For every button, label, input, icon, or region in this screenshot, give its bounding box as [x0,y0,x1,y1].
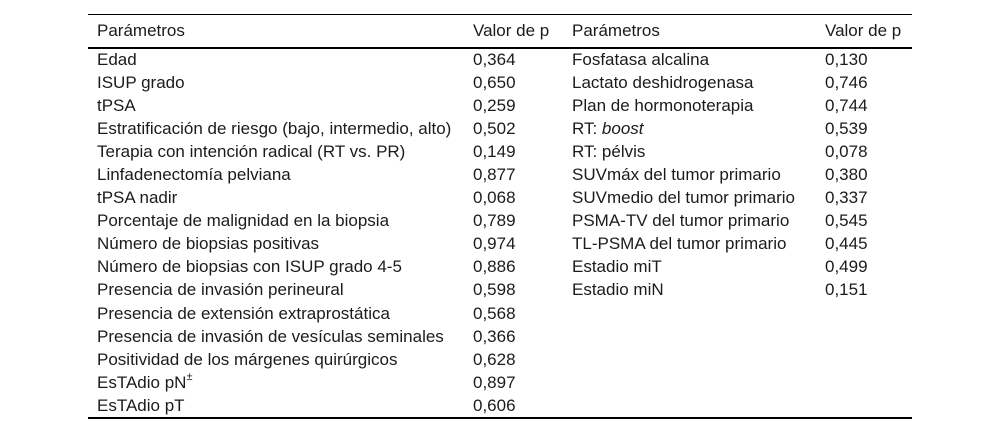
p-value: 0,502 [473,119,516,139]
p-value: 0,130 [825,50,868,70]
table-row: tPSA nadir 0,068 [88,187,555,210]
parameter-label: Linfadenectomía pelviana [97,165,291,185]
table-column-right: Fosfatasa alcalina 0,130 Lactato deshidrog… [555,49,912,303]
parameter-label: PSMA-TV del tumor primario [572,211,790,231]
table-row: RT: pélvis 0,078 [555,141,912,164]
column-header-pvalue-right: Valor de p [825,20,902,40]
parameter-label: TL-PSMA del tumor primario [572,234,787,254]
column-header-pvalue-left: Valor de p [473,20,550,40]
parameter-label: EsTAdio pT [97,395,185,415]
p-value: 0,078 [825,142,868,162]
parameter-label: Presencia de invasión perineural [97,280,344,300]
table-row: SUVmedio del tumor primario 0,337 [555,187,912,210]
parameter-label: Número de biopsias con ISUP grado 4-5 [97,257,402,277]
table-row: Presencia de invasión perineural 0,598 [88,279,555,302]
parameter-label: Fosfatasa alcalina [572,50,710,70]
table-row: SUVmáx del tumor primario 0,380 [555,164,912,187]
p-value: 0,746 [825,73,868,93]
parameter-label: Estadio miT [572,257,662,277]
p-value: 0,650 [473,73,516,93]
table-row: Estadio miT 0,499 [555,256,912,279]
table-row: Estratificación de riesgo (bajo, interme… [88,118,555,141]
parameter-label: SUVmáx del tumor primario [572,165,781,185]
table-row: ISUP grado 0,650 [88,72,555,95]
table-row: Presencia de extensión extraprostática 0,… [88,302,555,325]
parameter-label: Plan de hormonoterapia [572,96,754,116]
parameter-label: Estadio miN [572,280,664,300]
p-value: 0,974 [473,234,516,254]
table-row: Positividad de los márgenes quirúrgicos 0… [88,348,555,371]
table-row: Número de biopsias positivas 0,974 [88,233,555,256]
table-row: Lactato deshidrogenasa 0,746 [555,72,912,95]
p-value: 0,877 [473,165,516,185]
table-row: Número de biopsias con ISUP grado 4-5 0,8… [88,256,555,279]
table-row: Fosfatasa alcalina 0,130 [555,49,912,72]
parameter-label: Lactato deshidrogenasa [572,73,754,93]
table-row: Terapia con intención radical (RT vs. PR… [88,141,555,164]
parameter-label: Edad [97,50,137,70]
parameter-label: ISUP grado [97,73,185,93]
parameter-label: RT: pélvis [572,142,646,162]
parameter-label: Terapia con intención radical (RT vs. PR… [97,142,406,162]
p-value: 0,598 [473,280,516,300]
header-row: Parámetros Valor de p Parámetros Valor d… [88,15,912,49]
parameter-label: tPSA nadir [97,188,178,208]
parameter-label: tPSA [97,96,136,116]
p-value: 0,545 [825,211,868,231]
table-row: tPSA 0,259 [88,95,555,118]
parameter-label: RT: boost [572,119,644,139]
p-value: 0,886 [473,257,516,277]
p-value: 0,259 [473,96,516,116]
table-row: Presencia de invasión de vesículas semin… [88,325,555,348]
p-value: 0,151 [825,280,868,300]
p-value: 0,149 [473,142,516,162]
p-value: 0,744 [825,96,868,116]
table-row: PSMA-TV del tumor primario 0,545 [555,210,912,233]
parameter-label: Presencia de extensión extraprostática [97,303,390,323]
column-header-parameters-right: Parámetros [572,20,660,40]
table-row: EsTAdio pT 0,606 [88,394,555,417]
column-header-parameters-left: Parámetros [97,20,185,40]
table-row: Estadio miN 0,151 [555,279,912,302]
parameter-label: Positividad de los márgenes quirúrgicos [97,349,398,369]
table-row: Edad 0,364 [88,49,555,72]
p-value: 0,539 [825,119,868,139]
table-row: Plan de hormonoterapia 0,744 [555,95,912,118]
parameter-label: Número de biopsias positivas [97,234,320,254]
p-value: 0,380 [825,165,868,185]
p-value: 0,366 [473,326,516,346]
table-row: Porcentaje de malignidad en la biopsia 0,… [88,210,555,233]
p-value: 0,789 [473,211,516,231]
table-column-left: Edad 0,364 ISUP grado 0,650 tPSA 0,259 Estrati… [88,49,555,418]
p-value: 0,068 [473,188,516,208]
p-values-table: Parámetros Valor de p Parámetros Valor d… [88,14,912,420]
table-row: TL-PSMA del tumor primario 0,445 [555,233,912,256]
p-value: 0,337 [825,188,868,208]
p-value: 0,897 [473,372,516,392]
table-row: RT: boost 0,539 [555,118,912,141]
p-value: 0,606 [473,395,516,415]
parameter-label: Estratificación de riesgo (bajo, interme… [97,119,452,139]
parameter-label: SUVmedio del tumor primario [572,188,795,208]
parameter-label: Porcentaje de malignidad en la biopsia [97,211,390,231]
p-value: 0,499 [825,257,868,277]
table-row: EsTAdio pN± 0,897 [88,371,555,394]
p-value: 0,445 [825,234,868,254]
parameter-label: EsTAdio pN± [97,371,193,392]
table-row: Linfadenectomía pelviana 0,877 [88,164,555,187]
table-body: Edad 0,364 ISUP grado 0,650 tPSA 0,259 Estrati… [88,49,912,418]
p-value: 0,568 [473,303,516,323]
p-value: 0,628 [473,349,516,369]
p-value: 0,364 [473,50,516,70]
parameter-label: Presencia de invasión de vesículas semin… [97,326,444,346]
